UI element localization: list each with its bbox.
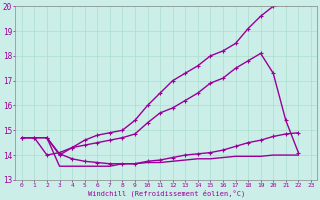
X-axis label: Windchill (Refroidissement éolien,°C): Windchill (Refroidissement éolien,°C) — [88, 190, 245, 197]
